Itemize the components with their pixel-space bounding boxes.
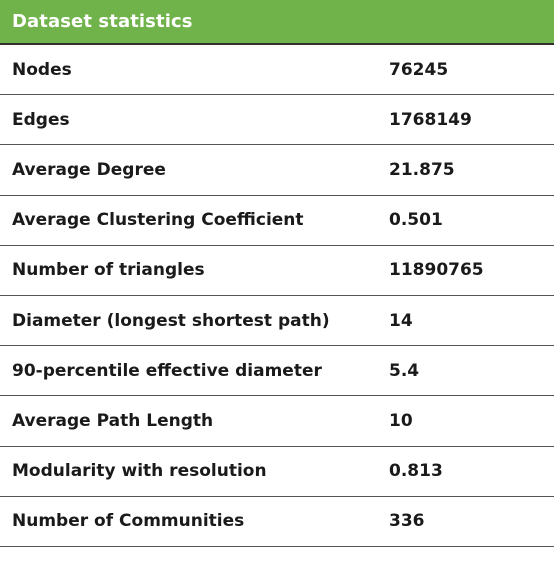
row-label-effective-diameter: 90-percentile effective diameter bbox=[12, 360, 322, 381]
row-value-edges: 1768149 bbox=[389, 109, 472, 130]
table-row: Average Path Length 10 bbox=[0, 396, 554, 447]
row-value-effective-diameter: 5.4 bbox=[389, 360, 420, 381]
row-value-diameter: 14 bbox=[389, 310, 413, 331]
row-label-number-of-communities: Number of Communities bbox=[12, 511, 245, 532]
table-row: Nodes 76245 bbox=[0, 45, 554, 96]
dataset-statistics-table: Dataset statistics Nodes 76245 Edges 176… bbox=[0, 0, 554, 547]
row-value-average-clustering-coefficient: 0.501 bbox=[389, 210, 443, 231]
row-value-modularity: 0.813 bbox=[389, 461, 443, 482]
table-row: Number of Communities 336 bbox=[0, 497, 554, 547]
table-row: 90-percentile effective diameter 5.4 bbox=[0, 346, 554, 397]
row-value-nodes: 76245 bbox=[389, 59, 449, 80]
row-value-number-of-triangles: 11890765 bbox=[389, 260, 484, 281]
row-label-average-degree: Average Degree bbox=[12, 159, 166, 180]
row-label-nodes: Nodes bbox=[12, 59, 72, 80]
table-title: Dataset statistics bbox=[12, 11, 193, 32]
table-row: Modularity with resolution 0.813 bbox=[0, 447, 554, 497]
row-label-modularity: Modularity with resolution bbox=[12, 461, 267, 482]
table-row: Average Degree 21.875 bbox=[0, 145, 554, 196]
table-row: Edges 1768149 bbox=[0, 95, 554, 146]
row-value-average-path-length: 10 bbox=[389, 410, 413, 431]
row-label-edges: Edges bbox=[12, 109, 70, 130]
row-label-average-path-length: Average Path Length bbox=[12, 410, 214, 431]
row-label-diameter: Diameter (longest shortest path) bbox=[12, 310, 330, 331]
table-row: Average Clustering Coefficient 0.501 bbox=[0, 196, 554, 246]
table-header: Dataset statistics bbox=[0, 0, 554, 45]
row-label-average-clustering-coefficient: Average Clustering Coefficient bbox=[12, 210, 304, 231]
row-value-number-of-communities: 336 bbox=[389, 511, 425, 532]
table-row: Number of triangles 11890765 bbox=[0, 246, 554, 296]
table-row: Diameter (longest shortest path) 14 bbox=[0, 296, 554, 347]
row-value-average-degree: 21.875 bbox=[389, 159, 455, 180]
row-label-number-of-triangles: Number of triangles bbox=[12, 260, 205, 281]
